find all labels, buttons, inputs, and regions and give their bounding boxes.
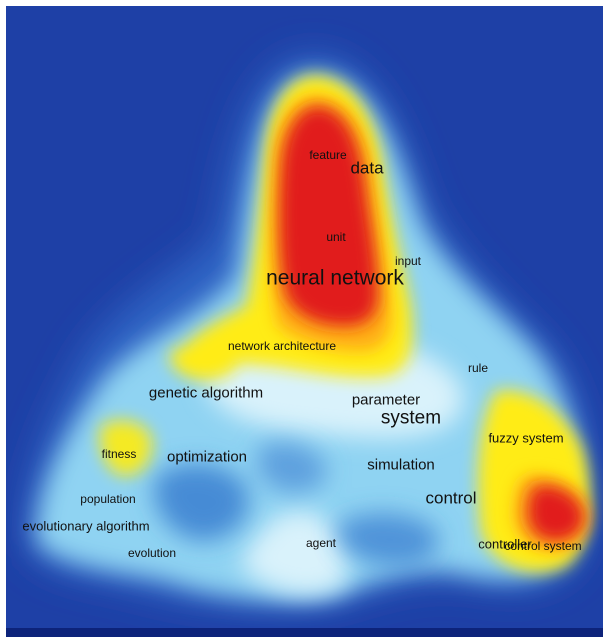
density-heatmap (6, 6, 603, 637)
term-label-fitness: fitness (101, 447, 137, 461)
term-label-controller: controller (478, 536, 532, 552)
term-label-system: system (380, 407, 442, 429)
term-label-feature: feature (309, 148, 347, 162)
term-label-optimization: optimization (166, 448, 248, 466)
term-label-data: data (350, 158, 384, 178)
term-label-neural-network: neural network (266, 266, 404, 290)
term-label-rule: rule (467, 361, 489, 375)
term-label-agent: agent (305, 536, 337, 550)
density-layer-dark-patches (154, 442, 439, 566)
term-label-parameter: parameter (351, 391, 421, 409)
term-label-population: population (80, 492, 136, 506)
density-map: feature data unit input neural network n… (6, 6, 603, 637)
term-label-control-system: control system (504, 539, 582, 553)
term-label-input: input (394, 254, 422, 268)
map-bottom-edge (6, 628, 603, 637)
density-layer-red (279, 106, 585, 541)
term-label-control: control (425, 488, 477, 508)
term-label-fuzzy-system: fuzzy system (488, 430, 564, 446)
term-label-evolutionary-algorithm: evolutionary algorithm (22, 518, 150, 534)
term-label-genetic-algorithm: genetic algorithm (148, 384, 264, 402)
term-label-simulation: simulation (367, 456, 435, 474)
term-label-network-architecture: network architecture (227, 339, 337, 353)
term-label-unit: unit (326, 230, 346, 244)
term-label-evolution: evolution (127, 546, 177, 560)
